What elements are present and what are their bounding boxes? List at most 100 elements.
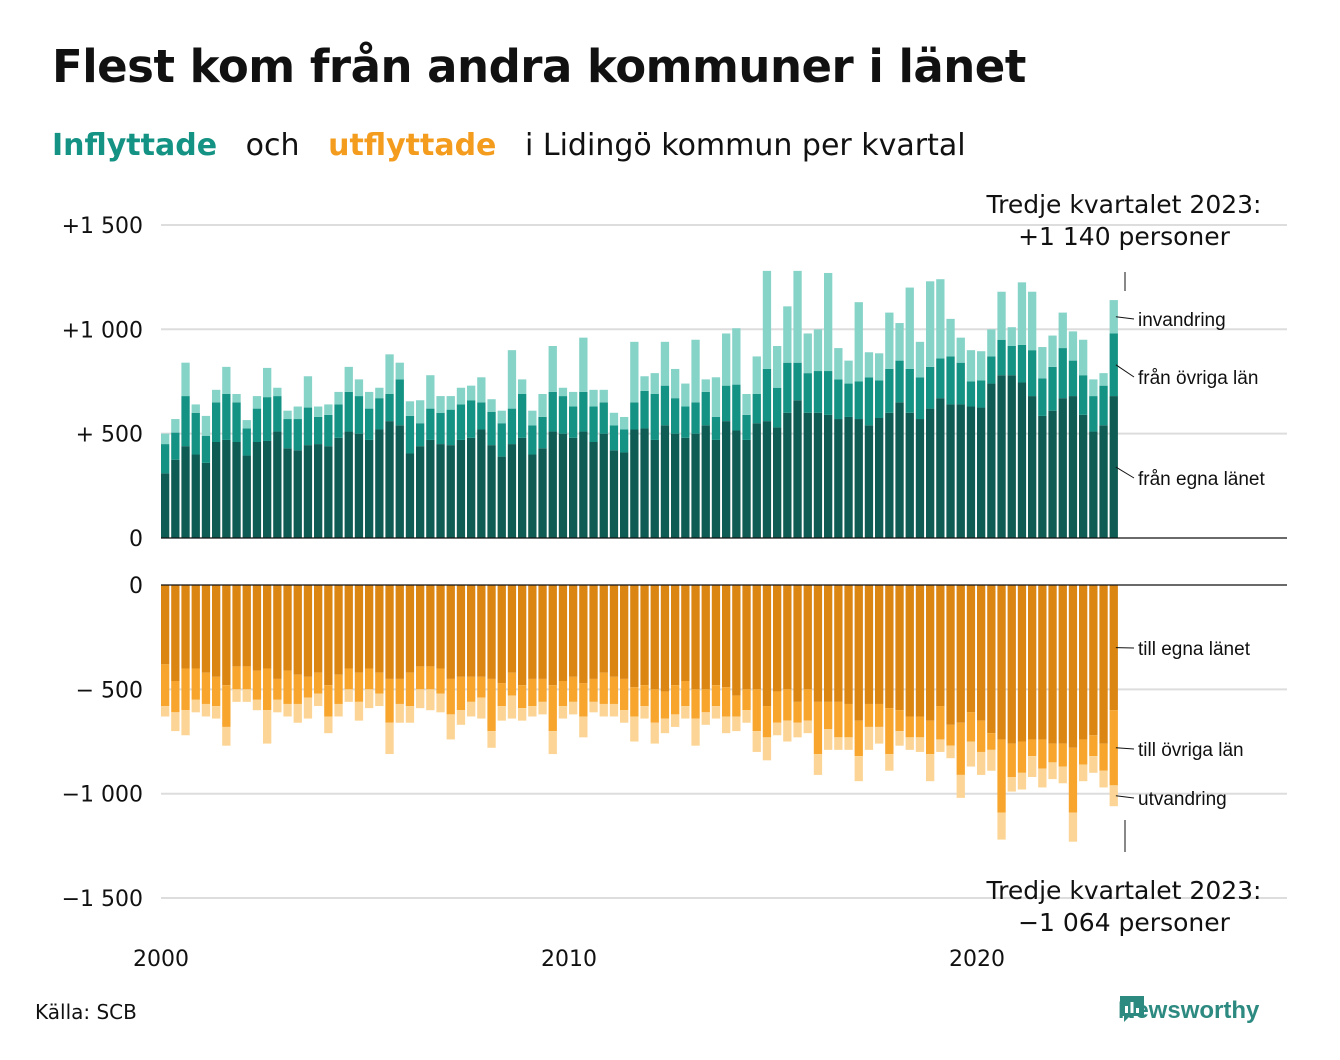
bar-out-1-90	[1079, 739, 1088, 765]
bar-out-0-49	[660, 585, 670, 692]
bar-in-1-35	[518, 394, 527, 438]
bar-out-0-5	[212, 585, 221, 677]
bar-out-0-62	[793, 585, 802, 702]
bar-out-2-34	[507, 695, 517, 719]
bar-out-1-3	[191, 668, 200, 700]
bar-in-1-69	[864, 377, 874, 426]
bar-in-0-44	[609, 450, 619, 538]
bar-out-2-27	[436, 693, 445, 713]
bar-out-2-24	[405, 706, 415, 723]
bar-out-2-57	[742, 710, 751, 723]
bar-in-1-47	[640, 390, 649, 429]
bar-out-2-80	[977, 751, 986, 775]
bar-in-2-5	[212, 389, 221, 403]
bar-in-0-57	[742, 439, 751, 538]
bar-in-1-36	[528, 425, 537, 455]
bar-in-1-78	[956, 362, 965, 405]
bar-in-0-16	[324, 446, 333, 538]
bar-in-0-49	[660, 425, 670, 538]
bar-in-1-72	[895, 360, 904, 403]
bar-out-2-19	[354, 701, 364, 721]
bar-in-0-3	[191, 454, 200, 538]
bar-out-2-2	[181, 710, 190, 736]
bar-out-0-22	[385, 585, 394, 679]
bar-in-0-4	[201, 462, 211, 538]
bar-out-1-11	[273, 678, 282, 700]
bar-in-0-62	[793, 400, 802, 538]
bar-in-1-37	[538, 416, 547, 449]
bar-out-0-79	[966, 585, 976, 713]
bar-in-1-53	[701, 391, 710, 426]
bar-in-2-53	[701, 379, 710, 392]
bar-in-1-9	[252, 408, 262, 442]
bar-out-2-53	[701, 712, 710, 725]
bar-out-2-43	[599, 703, 608, 717]
bar-out-2-86	[1038, 768, 1047, 788]
bar-in-0-30	[467, 437, 476, 538]
bar-out-0-46	[630, 585, 639, 688]
bar-in-0-93	[1109, 396, 1118, 538]
bar-out-2-79	[966, 741, 976, 767]
bar-in-0-51	[681, 437, 690, 538]
bar-in-2-60	[773, 346, 782, 388]
bar-in-1-84	[1017, 344, 1027, 383]
bar-in-1-49	[660, 385, 670, 426]
bar-out-0-70	[875, 585, 884, 704]
bar-in-2-88	[1058, 312, 1067, 349]
bar-out-0-55	[722, 585, 731, 688]
category-pointer-bottom-1	[1115, 747, 1135, 750]
bar-in-2-38	[548, 346, 557, 392]
x-tick-1: 2010	[541, 947, 597, 972]
bar-in-0-21	[375, 429, 384, 538]
bar-in-0-85	[1028, 396, 1037, 538]
bar-out-2-46	[630, 716, 639, 742]
bar-in-1-71	[885, 368, 894, 413]
bar-in-1-85	[1028, 350, 1037, 397]
bar-out-0-61	[783, 585, 792, 690]
bar-in-1-77	[946, 356, 955, 405]
bar-in-1-22	[385, 394, 394, 422]
bar-out-2-69	[864, 726, 874, 750]
bar-out-2-74	[915, 737, 925, 752]
bar-in-1-59	[762, 368, 772, 422]
bar-in-1-29	[456, 404, 466, 440]
bar-out-0-45	[620, 585, 629, 679]
bar-in-1-51	[681, 406, 690, 438]
y-tick-bottom-3: −1 500	[62, 887, 143, 912]
bar-out-2-89	[1068, 812, 1078, 842]
y-tick-bottom-0: 0	[129, 574, 143, 599]
bar-in-0-50	[671, 433, 680, 538]
bar-in-2-86	[1038, 347, 1047, 379]
bar-out-1-66	[834, 701, 843, 738]
bar-out-2-12	[283, 703, 292, 717]
bar-out-2-48	[650, 722, 659, 744]
bar-in-2-24	[405, 401, 415, 416]
bar-in-1-5	[212, 402, 221, 442]
bar-in-0-19	[354, 433, 364, 538]
bar-out-1-80	[977, 720, 986, 752]
bar-out-1-28	[446, 678, 455, 715]
bar-in-0-23	[395, 425, 404, 538]
bar-in-2-23	[395, 362, 404, 380]
bar-in-0-45	[620, 452, 629, 538]
bar-in-1-18	[344, 391, 353, 432]
bar-out-0-33	[497, 585, 506, 684]
bar-out-0-83	[1007, 585, 1016, 744]
bar-out-1-32	[487, 678, 496, 732]
bar-in-2-79	[966, 350, 976, 382]
x-tick-labels: 2000 2010 2020	[133, 947, 1005, 972]
bar-out-1-49	[660, 691, 670, 719]
bar-in-2-51	[681, 383, 690, 407]
bar-in-0-12	[283, 448, 292, 538]
bar-out-0-4	[201, 585, 211, 673]
bar-in-0-28	[446, 445, 455, 538]
bar-in-0-26	[426, 439, 435, 538]
bar-in-2-9	[252, 396, 262, 409]
bar-in-2-22	[385, 354, 394, 394]
bar-out-1-50	[671, 685, 680, 715]
subtitle-rest: i Lidingö kommun per kvartal	[525, 128, 966, 163]
bar-out-2-58	[752, 731, 761, 752]
bar-in-2-33	[497, 410, 506, 424]
bar-out-1-24	[405, 672, 415, 707]
bar-in-1-89	[1068, 360, 1078, 397]
